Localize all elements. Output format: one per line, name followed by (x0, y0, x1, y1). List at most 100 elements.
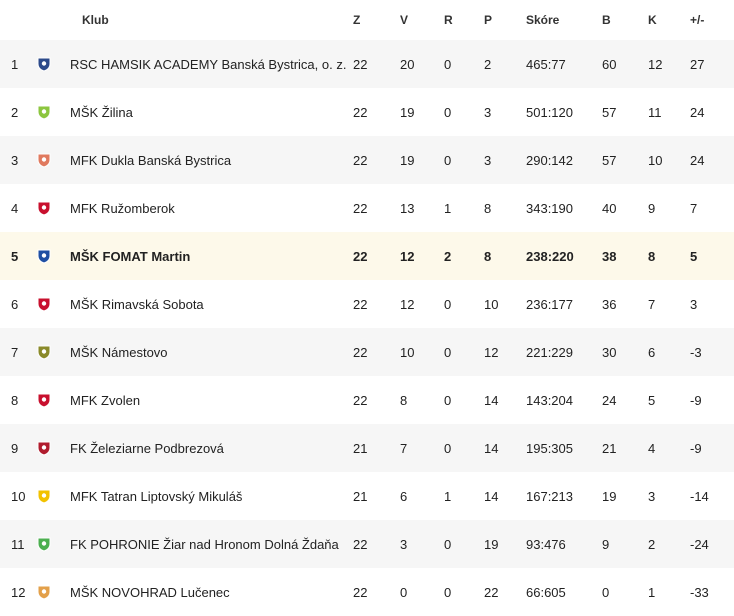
wins-cell: 12 (400, 296, 415, 312)
club-name-link[interactable]: MFK Zvolen (70, 392, 141, 408)
table-row[interactable]: 4 MFK Ružomberok 22 13 1 8 343:190 40 9 … (0, 184, 734, 232)
diff-cell: -9 (690, 440, 702, 456)
club-name-link[interactable]: FK Železiarne Podbrezová (70, 440, 224, 456)
points-cell: 19 (602, 488, 617, 504)
points-cell: 57 (602, 152, 617, 168)
draws-cell: 0 (444, 56, 452, 72)
score-cell: 93:476 (526, 536, 566, 552)
header-losses[interactable]: P (484, 13, 493, 27)
k-cell: 12 (648, 56, 663, 72)
position-cell: 6 (11, 296, 19, 312)
diff-cell: 7 (690, 200, 698, 216)
k-cell: 9 (648, 200, 656, 216)
table-row[interactable]: 7 MŠK Námestovo 22 10 0 12 221:229 30 6 … (0, 328, 734, 376)
crest-cell (36, 232, 70, 280)
crest-cell (36, 328, 70, 376)
played-cell: 22 (353, 584, 368, 600)
wins-cell: 12 (400, 248, 415, 264)
losses-cell: 10 (484, 296, 499, 312)
position-cell: 1 (11, 56, 19, 72)
club-name-link[interactable]: MFK Ružomberok (70, 200, 175, 216)
played-cell: 22 (353, 56, 368, 72)
header-score[interactable]: Skóre (526, 13, 560, 27)
club-name-link[interactable]: MŠK Rimavská Sobota (70, 296, 204, 312)
diff-cell: 5 (690, 248, 698, 264)
header-club[interactable]: Klub (82, 13, 109, 27)
table-row[interactable]: 10 MFK Tatran Liptovský Mikuláš 21 6 1 1… (0, 472, 734, 520)
table-header-row: Klub Z V R P Skóre B K +/- (0, 0, 734, 40)
played-cell: 21 (353, 440, 368, 456)
header-diff[interactable]: +/- (690, 13, 705, 27)
table-row[interactable]: 9 FK Železiarne Podbrezová 21 7 0 14 195… (0, 424, 734, 472)
club-crest-icon (36, 584, 52, 600)
crest-cell (36, 568, 70, 616)
played-cell: 21 (353, 488, 368, 504)
club-crest-icon (36, 488, 52, 504)
draws-cell: 0 (444, 536, 452, 552)
table-row[interactable]: 11 FK POHRONIE Žiar nad Hronom Dolná Žda… (0, 520, 734, 568)
k-cell: 3 (648, 488, 656, 504)
wins-cell: 10 (400, 344, 415, 360)
position-cell: 9 (11, 440, 19, 456)
club-crest-icon (36, 296, 52, 312)
score-cell: 465:77 (526, 56, 566, 72)
draws-cell: 0 (444, 296, 452, 312)
club-crest-icon (36, 56, 52, 72)
crest-cell (36, 136, 70, 184)
wins-cell: 20 (400, 56, 415, 72)
club-name-link[interactable]: MŠK NOVOHRAD Lučenec (70, 584, 230, 600)
position-cell: 8 (11, 392, 19, 408)
table-row[interactable]: 8 MFK Zvolen 22 8 0 14 143:204 24 5 -9 (0, 376, 734, 424)
score-cell: 167:213 (526, 488, 573, 504)
club-name-link[interactable]: RSC HAMSIK ACADEMY Banská Bystrica, o. z… (70, 56, 347, 72)
draws-cell: 1 (444, 200, 452, 216)
draws-cell: 0 (444, 440, 452, 456)
header-k[interactable]: K (648, 13, 657, 27)
score-cell: 143:204 (526, 392, 573, 408)
table-row[interactable]: 12 MŠK NOVOHRAD Lučenec 22 0 0 22 66:605… (0, 568, 734, 616)
played-cell: 22 (353, 152, 368, 168)
crest-cell (36, 424, 70, 472)
points-cell: 57 (602, 104, 617, 120)
header-pos (0, 0, 36, 40)
table-row[interactable]: 2 MŠK Žilina 22 19 0 3 501:120 57 11 24 (0, 88, 734, 136)
crest-cell (36, 184, 70, 232)
points-cell: 21 (602, 440, 617, 456)
points-cell: 38 (602, 248, 617, 264)
club-name-link[interactable]: MFK Tatran Liptovský Mikuláš (70, 488, 243, 504)
score-cell: 290:142 (526, 152, 573, 168)
score-cell: 195:305 (526, 440, 573, 456)
position-cell: 12 (11, 584, 26, 600)
points-cell: 24 (602, 392, 617, 408)
draws-cell: 0 (444, 584, 452, 600)
table-row[interactable]: 5 MŠK FOMAT Martin 22 12 2 8 238:220 38 … (0, 232, 734, 280)
club-crest-icon (36, 104, 52, 120)
table-row[interactable]: 6 MŠK Rimavská Sobota 22 12 0 10 236:177… (0, 280, 734, 328)
header-wins[interactable]: V (400, 13, 409, 27)
table-row[interactable]: 3 MFK Dukla Banská Bystrica 22 19 0 3 29… (0, 136, 734, 184)
club-crest-icon (36, 392, 52, 408)
club-name-link[interactable]: MŠK FOMAT Martin (70, 248, 191, 264)
table-row[interactable]: 1 RSC HAMSIK ACADEMY Banská Bystrica, o.… (0, 40, 734, 88)
wins-cell: 7 (400, 440, 408, 456)
diff-cell: -14 (690, 488, 709, 504)
club-name-link[interactable]: FK POHRONIE Žiar nad Hronom Dolná Ždaňa (70, 536, 339, 552)
position-cell: 7 (11, 344, 19, 360)
club-crest-icon (36, 536, 52, 552)
club-name-link[interactable]: MFK Dukla Banská Bystrica (70, 152, 232, 168)
header-points[interactable]: B (602, 13, 611, 27)
draws-cell: 0 (444, 104, 452, 120)
club-name-link[interactable]: MŠK Žilina (70, 104, 133, 120)
club-crest-icon (36, 200, 52, 216)
losses-cell: 8 (484, 248, 492, 264)
header-played[interactable]: Z (353, 13, 361, 27)
wins-cell: 6 (400, 488, 408, 504)
header-draws[interactable]: R (444, 13, 453, 27)
k-cell: 1 (648, 584, 656, 600)
wins-cell: 13 (400, 200, 415, 216)
club-crest-icon (36, 152, 52, 168)
losses-cell: 22 (484, 584, 499, 600)
club-name-link[interactable]: MŠK Námestovo (70, 344, 168, 360)
position-cell: 4 (11, 200, 19, 216)
